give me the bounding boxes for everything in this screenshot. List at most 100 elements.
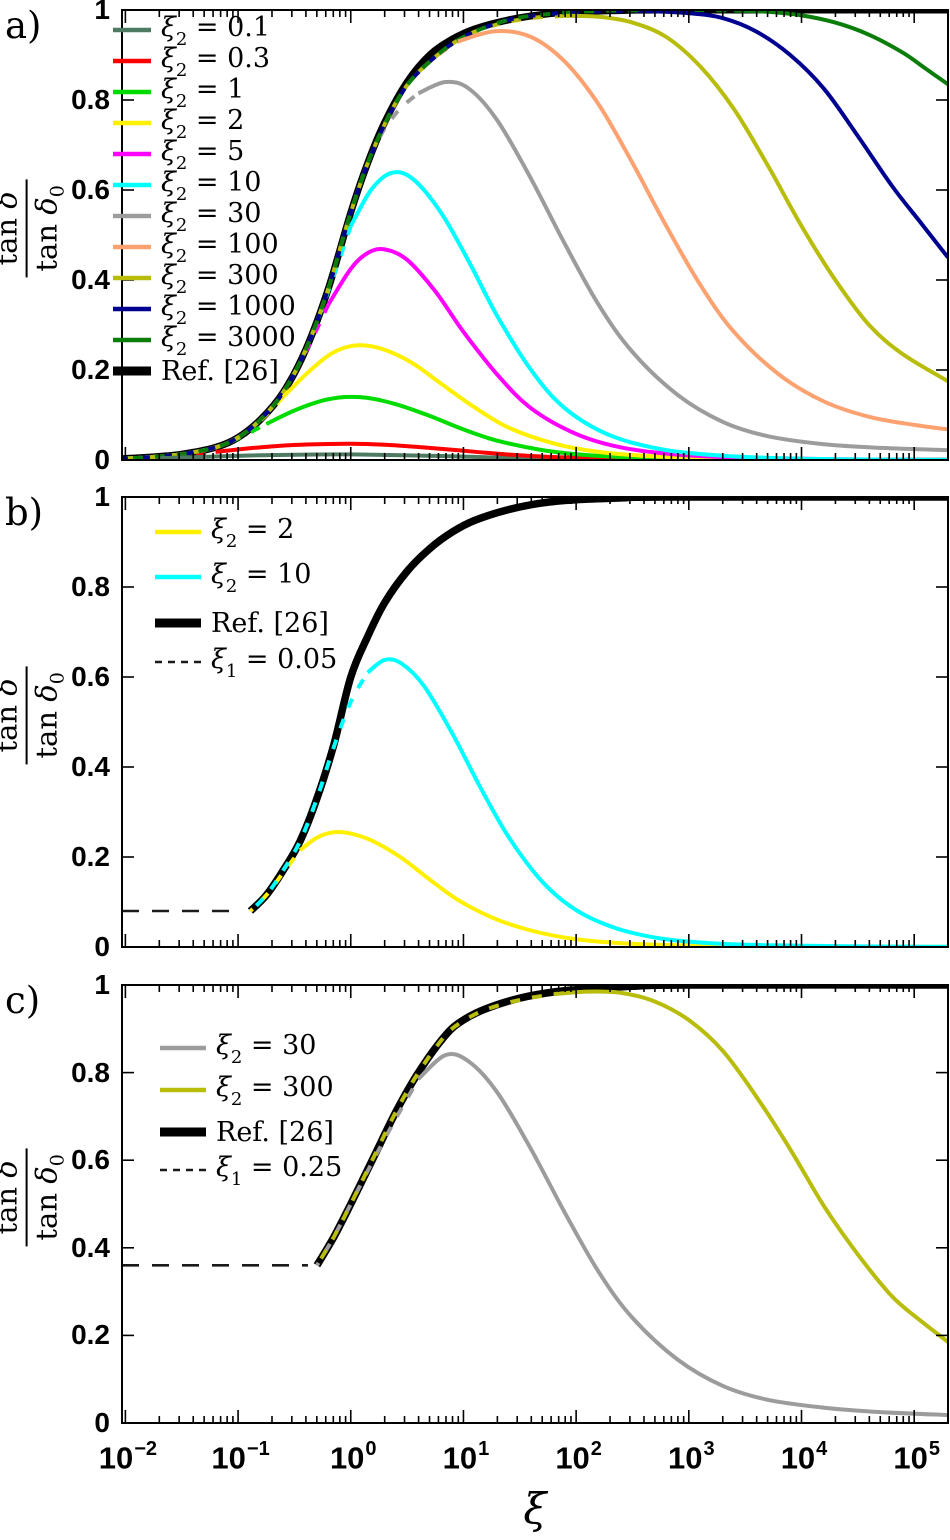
panel-b	[121, 496, 949, 948]
legend-swatch-line-icon	[113, 275, 151, 281]
x-axis-label: ξ	[523, 1484, 547, 1533]
panel-a-legend-item-7: ξ2 = 100	[113, 229, 279, 267]
panel-c-legend-item-0: ξ2 = 30	[160, 1030, 317, 1068]
panel-a-ytick-0: 0	[94, 444, 110, 475]
panel-b-legend-item-3: ξ1 = 0.05	[155, 644, 338, 682]
panel-b-ytick-0: 0	[94, 931, 110, 962]
panel-b-ytick-0.8: 0.8	[71, 571, 110, 602]
legend-swatch-line-icon	[160, 1087, 206, 1093]
xtick-10e4: 104	[780, 1438, 828, 1476]
panel-a-series-xi2=300-curve	[564, 13, 948, 384]
panel-c-ytick-0.2: 0.2	[71, 1319, 110, 1351]
panel-c-series-xi2=300-curve	[553, 989, 948, 1344]
panel-b-legend-item-1: ξ2 = 10	[155, 559, 312, 597]
panel-a-series-xi2=1000-curve	[643, 10, 948, 259]
legend-label: ξ2 = 5	[161, 136, 245, 174]
panel-b-legend-item-0: ξ2 = 2	[155, 514, 295, 552]
panel-c-legend-item-1: ξ2 = 300	[160, 1072, 334, 1110]
panel-a-series-xi2=10-curve	[349, 170, 948, 460]
panel-c-ytick-0.4: 0.4	[71, 1231, 110, 1263]
legend-label: ξ2 = 1000	[161, 291, 296, 329]
panel-a-legend-item-11: Ref. [26]	[113, 355, 279, 387]
panel-a-frame	[121, 9, 949, 461]
panel-b-ticks	[122, 496, 948, 948]
panel-c-ytick-0.8: 0.8	[71, 1056, 110, 1088]
panel-b-ytick-0.4: 0.4	[71, 751, 110, 782]
legend-swatch-line-icon	[113, 213, 151, 219]
legend-swatch-line-icon	[113, 58, 151, 64]
xtick-10e2: 102	[555, 1438, 602, 1476]
panel-b-y-axis-label: tan δtan δ0	[0, 640, 69, 790]
panel-c-series-xi2=30-curve	[416, 1052, 948, 1418]
panel-c-ytick-0.6: 0.6	[71, 1144, 110, 1176]
legend-label: ξ2 = 2	[211, 514, 295, 552]
legend-label: ξ2 = 10	[161, 167, 262, 205]
legend-swatch-line-icon	[160, 1045, 206, 1051]
panel-a-series-xi2=30-curve	[417, 79, 948, 453]
panel-c	[121, 984, 949, 1424]
legend-swatch-line-icon	[155, 529, 201, 535]
panel-b-ytick-0.6: 0.6	[71, 661, 110, 692]
legend-swatch-line-icon	[160, 1127, 206, 1137]
legend-label: ξ2 = 10	[211, 559, 312, 597]
panel-a-legend-item-5: ξ2 = 10	[113, 167, 262, 205]
panel-a-series-xi2=3000-dashed	[122, 10, 734, 460]
panel-a-legend-item-10: ξ2 = 3000	[113, 322, 296, 360]
legend-swatch-line-icon	[113, 366, 151, 376]
xtick-10e5: 105	[893, 1438, 940, 1476]
legend-label: ξ2 = 1	[161, 74, 245, 112]
legend-label: ξ2 = 2	[161, 105, 245, 143]
panel-a-legend-item-8: ξ2 = 300	[113, 260, 279, 298]
panel-a	[121, 9, 949, 461]
panel-a-y-axis-label: tan δtan δ0	[0, 153, 69, 303]
xtick-10e0: 100	[329, 1438, 377, 1476]
panel-a-letter: a)	[5, 4, 42, 47]
legend-swatch-line-icon	[160, 1168, 206, 1172]
panel-b-ytick-1: 1	[94, 481, 110, 512]
xtick-10e−1: 10−1	[211, 1438, 270, 1476]
panel-a-ytick-0.6: 0.6	[71, 174, 110, 205]
panel-a-legend-item-9: ξ2 = 1000	[113, 291, 296, 329]
legend-swatch-line-icon	[113, 306, 151, 312]
legend-swatch-line-icon	[113, 337, 151, 343]
legend-label: ξ2 = 300	[161, 260, 279, 298]
panel-a-ytick-1: 1	[94, 0, 110, 25]
legend-label: Ref. [26]	[211, 607, 329, 639]
legend-label: ξ2 = 30	[216, 1030, 317, 1068]
panel-c-series-xi2=300-dashed	[315, 992, 554, 1267]
legend-label: ξ1 = 0.05	[211, 644, 338, 682]
panel-a-legend-item-2: ξ2 = 1	[113, 74, 245, 112]
xtick-10e3: 103	[668, 1438, 715, 1476]
panel-a-legend-item-3: ξ2 = 2	[113, 105, 245, 143]
legend-swatch-line-icon	[155, 618, 201, 628]
legend-label: Ref. [26]	[161, 355, 279, 387]
legend-label: ξ2 = 30	[161, 198, 262, 236]
legend-swatch-line-icon	[155, 574, 201, 580]
panel-c-ytick-0: 0	[94, 1407, 110, 1438]
xtick-10e1: 101	[442, 1438, 490, 1476]
panel-b-frame	[121, 496, 949, 948]
panel-a-series-xi2=100-curve	[457, 29, 948, 432]
legend-label: ξ2 = 300	[216, 1072, 334, 1110]
legend-swatch-line-icon	[155, 660, 201, 664]
panel-a-series-xi2=1000-dashed	[122, 10, 644, 460]
legend-swatch-line-icon	[113, 244, 151, 250]
legend-label: ξ2 = 3000	[161, 322, 296, 360]
legend-label: Ref. [26]	[216, 1116, 334, 1148]
legend-label: ξ2 = 0.3	[161, 43, 271, 81]
panel-b-legend-item-2: Ref. [26]	[155, 607, 329, 639]
panel-c-ytick-1: 1	[94, 969, 110, 1000]
panel-c-series-xi2=30-dashed	[315, 1078, 421, 1267]
legend-swatch-line-icon	[113, 27, 151, 33]
panel-a-ytick-0.2: 0.2	[71, 354, 110, 385]
panel-b-ytick-0.2: 0.2	[71, 841, 110, 872]
panel-a-legend-item-4: ξ2 = 5	[113, 136, 245, 174]
panel-c-legend-item-3: ξ1 = 0.25	[160, 1152, 343, 1190]
legend-swatch-line-icon	[113, 120, 151, 126]
panel-b-series-xi2=10-dashed	[249, 671, 370, 913]
panel-b-letter: b)	[5, 491, 44, 534]
legend-label: ξ1 = 0.25	[216, 1152, 343, 1190]
